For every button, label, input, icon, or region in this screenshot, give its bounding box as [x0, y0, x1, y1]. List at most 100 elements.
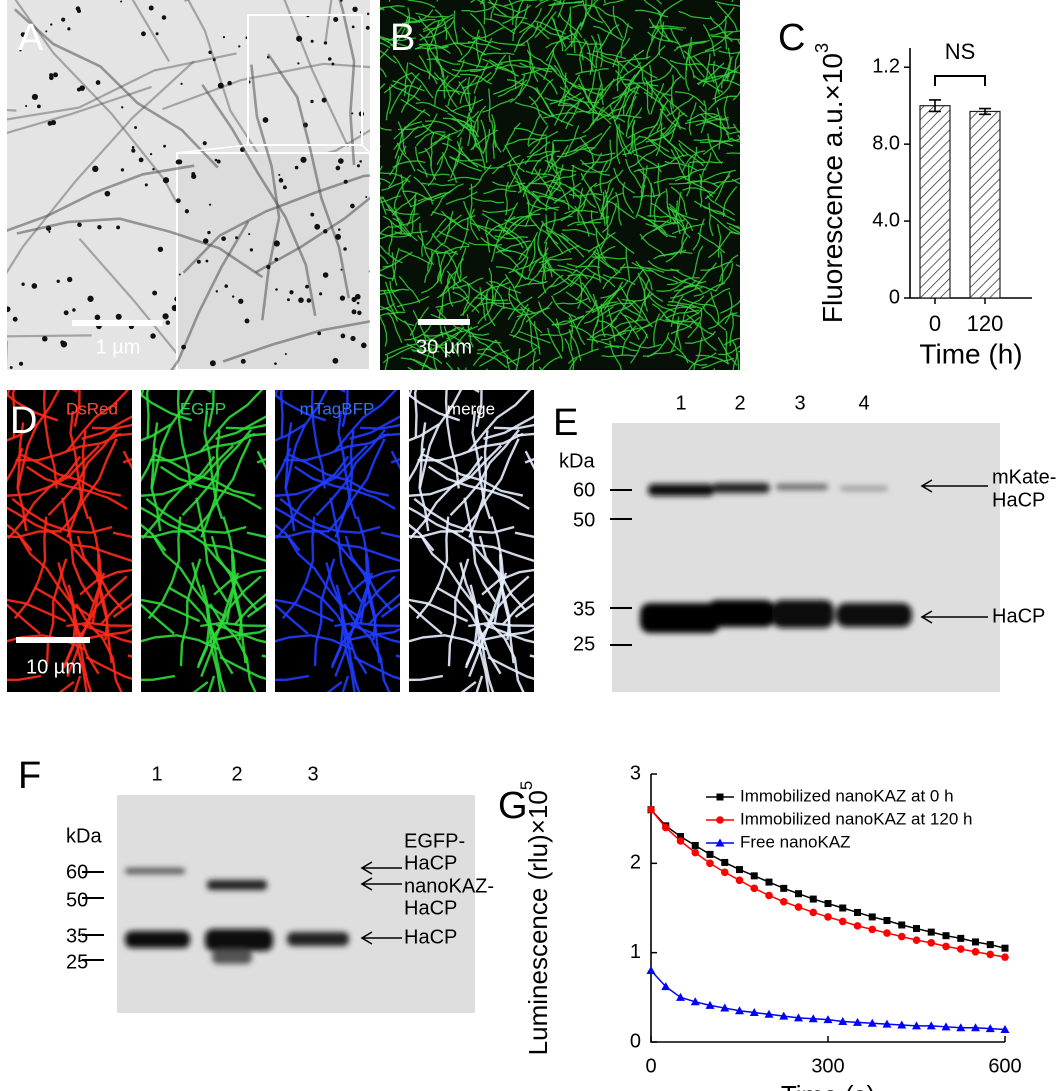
filament	[731, 50, 740, 81]
filament	[553, 64, 571, 96]
filament	[485, 219, 491, 253]
filament	[635, 313, 666, 333]
y-axis-label-text: Luminescence (rlu)×10	[523, 790, 553, 1055]
filament	[682, 295, 705, 321]
filament	[380, 273, 394, 280]
filament	[470, 63, 504, 72]
data-point	[956, 945, 965, 953]
filament	[554, 93, 567, 126]
filament	[600, 303, 606, 338]
filament	[737, 134, 740, 140]
filament	[493, 243, 519, 268]
particle	[332, 357, 339, 364]
filament	[551, 315, 585, 326]
filament	[582, 147, 616, 157]
filament	[686, 314, 715, 336]
filament	[709, 16, 733, 43]
filament	[708, 312, 738, 330]
particle	[343, 179, 348, 184]
data-point	[868, 913, 876, 921]
filament	[703, 169, 736, 182]
filament	[475, 37, 493, 69]
y-tick-label: 2	[630, 852, 641, 874]
micrograph-mtagbfp	[275, 390, 400, 692]
filament	[711, 35, 740, 41]
filament	[670, 286, 703, 299]
filament	[576, 300, 598, 328]
data-point	[677, 833, 684, 841]
filament	[647, 31, 680, 45]
filament	[19, 453, 122, 497]
filament	[509, 333, 541, 349]
data-point	[868, 925, 877, 934]
filament	[668, 203, 687, 233]
filament	[597, 24, 620, 51]
particle	[150, 333, 156, 339]
legend-marker	[716, 816, 724, 824]
filament	[467, 390, 532, 452]
filament	[326, 438, 386, 533]
particle	[274, 257, 279, 262]
filament	[718, 50, 740, 55]
filament	[527, 130, 559, 148]
filament	[491, 277, 509, 307]
data-point	[985, 1024, 995, 1033]
filament	[712, 74, 735, 100]
data-point	[942, 932, 950, 940]
filament	[275, 455, 350, 540]
filament	[15, 432, 122, 462]
data-point	[749, 1008, 759, 1017]
particle	[356, 301, 360, 305]
filament	[389, 281, 406, 312]
particle	[235, 236, 238, 240]
filament	[529, 125, 549, 155]
filament	[701, 357, 734, 369]
filament	[58, 438, 118, 533]
data-point	[676, 837, 685, 845]
lane-label: 2	[734, 392, 745, 414]
particle	[138, 157, 144, 163]
filament	[380, 602, 400, 618]
filament	[541, 263, 570, 285]
filament	[484, 18, 516, 35]
filament	[233, 593, 266, 626]
particle	[298, 297, 304, 303]
particle	[7, 306, 11, 313]
filament	[643, 0, 663, 15]
filament	[720, 299, 740, 314]
x-axis-label: Time (h)	[919, 338, 1022, 369]
filament	[392, 80, 425, 92]
filament	[458, 81, 473, 113]
data-point	[750, 884, 759, 893]
filament	[388, 145, 407, 176]
data-point	[809, 895, 817, 903]
particle	[177, 159, 183, 165]
legend-label: Free nanoKAZ	[740, 832, 851, 851]
filament	[686, 180, 720, 188]
filament	[656, 278, 688, 292]
filament	[572, 132, 603, 152]
filament	[525, 301, 553, 323]
filament	[693, 282, 725, 297]
filament	[317, 530, 393, 612]
filament	[684, 177, 714, 198]
particle	[244, 318, 250, 324]
filament	[382, 251, 413, 268]
filament	[481, 568, 534, 596]
marker-ticks	[610, 489, 632, 646]
filament	[349, 415, 400, 440]
filament	[678, 139, 706, 163]
channel-label: EGFP	[180, 399, 226, 418]
filament	[45, 558, 68, 667]
filament	[530, 151, 556, 175]
data-point	[942, 942, 950, 951]
data-point	[897, 1020, 907, 1029]
filament	[25, 465, 128, 510]
filament	[506, 347, 538, 364]
filament	[380, 48, 389, 60]
filament	[620, 23, 629, 57]
filament	[645, 80, 651, 115]
particle	[208, 50, 212, 55]
arrows	[920, 479, 988, 624]
particle	[56, 279, 60, 283]
